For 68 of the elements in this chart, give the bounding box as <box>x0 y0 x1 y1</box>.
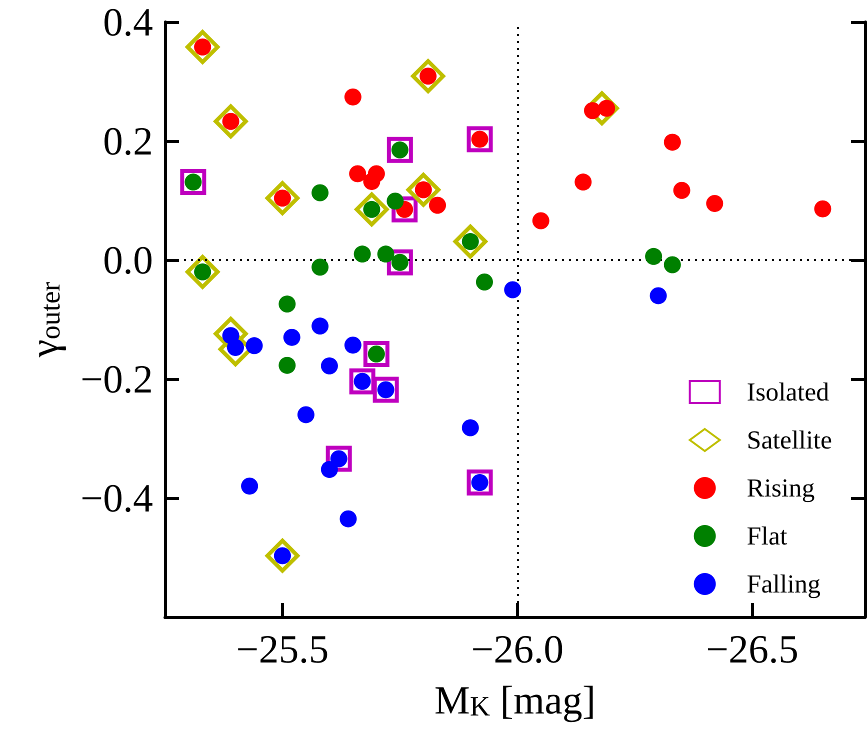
point <box>650 287 667 304</box>
point <box>312 318 329 335</box>
point <box>186 254 220 289</box>
point <box>386 192 404 210</box>
point <box>326 446 352 472</box>
y-tick-label: 0.4 <box>103 0 153 44</box>
point <box>214 104 248 138</box>
point <box>664 256 681 274</box>
point <box>814 200 832 218</box>
point <box>180 169 206 196</box>
y-tick-label: −0.2 <box>80 356 153 402</box>
point <box>466 470 493 496</box>
point <box>278 356 296 374</box>
point <box>354 246 371 263</box>
point <box>584 91 619 126</box>
y-tick-label: −0.4 <box>80 476 153 520</box>
legend-label: Rising <box>746 474 815 502</box>
point <box>429 196 446 214</box>
point <box>349 165 366 182</box>
point <box>354 192 389 226</box>
legend-label: Isolated <box>746 378 830 406</box>
point <box>349 368 376 394</box>
legend-label: Falling <box>746 570 820 598</box>
point <box>466 126 493 152</box>
point <box>344 336 362 354</box>
x-tick-label: −26.5 <box>706 626 799 672</box>
point <box>386 249 413 276</box>
point <box>386 136 413 163</box>
point <box>363 341 390 368</box>
point <box>411 59 446 94</box>
point <box>241 478 258 495</box>
point <box>645 248 662 265</box>
point <box>476 274 493 291</box>
x-tick-label: −26.0 <box>471 626 564 672</box>
point <box>246 337 263 354</box>
y-axis-title: γouter <box>22 281 66 358</box>
point <box>372 376 399 403</box>
point <box>344 88 362 106</box>
legend-label: Flat <box>746 522 788 550</box>
point <box>297 406 314 424</box>
y-tick-label: 0.2 <box>103 118 153 164</box>
point <box>312 258 329 276</box>
point <box>406 172 440 207</box>
point <box>320 357 338 374</box>
point <box>283 328 300 346</box>
point <box>340 510 357 528</box>
point <box>392 196 418 222</box>
y-tick-label: 0.0 <box>103 238 153 282</box>
point <box>368 165 385 182</box>
point <box>574 174 592 191</box>
point <box>532 212 550 230</box>
point <box>265 181 300 216</box>
point <box>265 538 300 573</box>
point <box>664 134 681 151</box>
point <box>186 30 220 64</box>
point <box>320 460 338 478</box>
point <box>278 296 296 313</box>
point <box>462 419 479 436</box>
point <box>706 194 724 212</box>
point <box>504 281 522 298</box>
point <box>312 184 329 202</box>
point <box>673 182 690 199</box>
point <box>584 102 602 120</box>
x-axis-title: MK [mag] <box>434 678 596 722</box>
legend-label: Satellite <box>746 426 832 454</box>
point <box>377 246 394 263</box>
point <box>453 224 488 259</box>
x-tick-label: −25.5 <box>236 626 329 672</box>
